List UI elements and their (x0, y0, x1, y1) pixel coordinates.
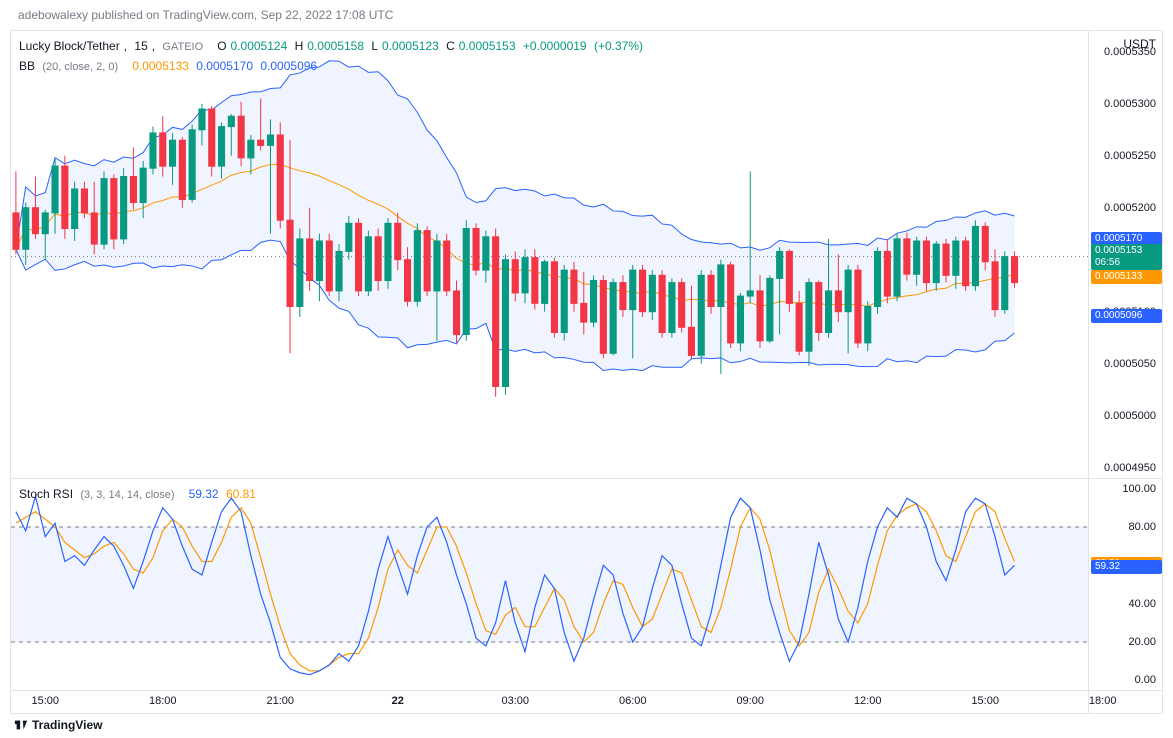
rsi-params: (3, 3, 14, 14, close) (80, 489, 174, 501)
y-tick: 40.00 (1128, 598, 1156, 610)
y-tick: 20.00 (1128, 636, 1156, 648)
y-tick: 0.0005350 (1104, 46, 1156, 58)
rsi-pane[interactable]: Stoch RSI (3, 3, 14, 14, close) 59.32 60… (10, 478, 1163, 690)
y-tick: 0.0004950 (1104, 462, 1156, 474)
rsi-k: 59.32 (189, 487, 219, 501)
x-tick: 03:00 (501, 695, 529, 707)
ohlc-o: 0.0005124 (231, 39, 288, 53)
y-tick: 0.0005050 (1104, 358, 1156, 370)
y-tick: 0.0005300 (1104, 98, 1156, 110)
time-axis-spacer (1088, 691, 1162, 713)
x-tick: 18:00 (149, 695, 177, 707)
time-ticks: 15:00 18:00 21:00 22 03:00 06:00 09:00 12:00 15:… (11, 691, 1088, 713)
time-axis[interactable]: 15:00 18:00 21:00 22 03:00 06:00 09:00 12:00 15:… (10, 690, 1163, 714)
y-tick: 100.00 (1122, 483, 1156, 495)
price-badge: 0.000515306:56 (1091, 244, 1162, 270)
interval: 15 (134, 39, 147, 53)
ohlc-h: 0.0005158 (307, 39, 364, 53)
bb-row: BB (20, close, 2, 0) 0.0005133 0.0005170… (19, 57, 647, 77)
y-tick: 0.0005000 (1104, 410, 1156, 422)
price-svg (11, 31, 1088, 478)
x-tick: 21:00 (266, 695, 294, 707)
x-tick: 22 (392, 695, 404, 707)
rsi-y-axis[interactable]: 100.0080.0060.0040.0020.000.00 60.8159.3… (1088, 479, 1162, 690)
publish-line: adebowalexy published on TradingView.com… (18, 8, 393, 22)
bb-mid: 0.0005133 (132, 59, 189, 73)
bb-lower: 0.0005096 (260, 59, 317, 73)
ohlc-chg: +0.0000019 (523, 39, 587, 53)
rsi-name: Stoch RSI (19, 487, 73, 501)
symbol-row: Lucky Block/Tether, 15, GATEIO O0.000512… (19, 37, 647, 57)
price-badge: 0.0005096 (1091, 309, 1162, 323)
price-plot[interactable]: Lucky Block/Tether, 15, GATEIO O0.000512… (11, 31, 1088, 478)
x-tick: 15:00 (971, 695, 999, 707)
ohlc-l: 0.0005123 (382, 39, 439, 53)
y-tick: 0.0005200 (1104, 202, 1156, 214)
price-y-axis[interactable]: USDT 0.00053500.00053000.00052500.000520… (1088, 31, 1162, 478)
attribution: TradingView (14, 718, 102, 732)
exchange: GATEIO (162, 41, 203, 53)
rsi-badge: 59.32 (1091, 560, 1162, 574)
chart-area: Lucky Block/Tether, 15, GATEIO O0.000512… (10, 30, 1163, 710)
bb-name: BB (19, 59, 35, 73)
bb-params: (20, close, 2, 0) (42, 61, 118, 73)
y-tick: 80.00 (1128, 521, 1156, 533)
rsi-d: 60.81 (226, 487, 256, 501)
symbol-title: Lucky Block/Tether (19, 39, 120, 53)
price-badge: 0.0005133 (1091, 270, 1162, 284)
rsi-plot[interactable]: Stoch RSI (3, 3, 14, 14, close) 59.32 60… (11, 479, 1088, 690)
x-tick: 15:00 (32, 695, 60, 707)
tradingview-logo-icon (14, 718, 28, 732)
price-legend: Lucky Block/Tether, 15, GATEIO O0.000512… (19, 37, 647, 76)
x-tick: 06:00 (619, 695, 647, 707)
rsi-svg (11, 479, 1088, 690)
ohlc-c: 0.0005153 (459, 39, 516, 53)
y-tick: 0.00 (1135, 674, 1156, 686)
price-pane[interactable]: Lucky Block/Tether, 15, GATEIO O0.000512… (10, 30, 1163, 478)
x-tick: 12:00 (854, 695, 882, 707)
y-tick: 0.0005250 (1104, 150, 1156, 162)
ohlc-chg-pct: (+0.37%) (594, 39, 643, 53)
bb-upper: 0.0005170 (196, 59, 253, 73)
x-tick: 09:00 (736, 695, 764, 707)
rsi-legend: Stoch RSI (3, 3, 14, 14, close) 59.32 60… (19, 485, 260, 505)
